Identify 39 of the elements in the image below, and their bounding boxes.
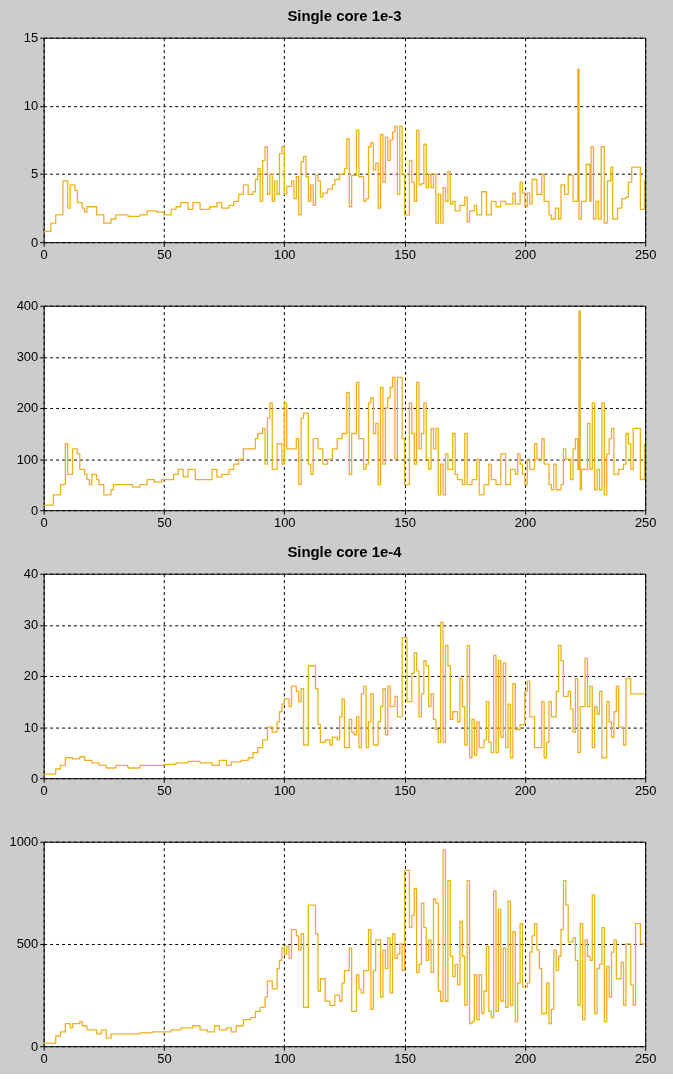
x-tick-label: 250 xyxy=(634,246,657,262)
y-tick-label: 10 xyxy=(23,719,39,735)
x-tick-label: 200 xyxy=(514,1050,537,1066)
x-tick-label: 250 xyxy=(634,782,657,798)
x-tick-label: 200 xyxy=(514,246,537,262)
y-tick-label: 0 xyxy=(31,1038,39,1054)
x-tick-label: 250 xyxy=(634,514,657,530)
y-tick-label: 400 xyxy=(16,298,39,314)
x-tick-label: 150 xyxy=(394,782,416,798)
x-tick-label: 150 xyxy=(394,1050,416,1066)
x-tick-label: 200 xyxy=(514,514,537,530)
x-tick-label: 50 xyxy=(157,514,172,530)
y-tick-label: 0 xyxy=(31,502,39,518)
x-tick-label: 100 xyxy=(274,782,296,798)
x-tick-label: 100 xyxy=(274,1050,296,1066)
x-tick-label: 50 xyxy=(157,246,172,262)
y-tick-label: 500 xyxy=(16,936,39,952)
x-tick-label: 250 xyxy=(634,1050,657,1066)
y-tick-label: 300 xyxy=(16,349,39,365)
x-tick-label: 150 xyxy=(394,514,416,530)
y-tick-label: 30 xyxy=(23,617,39,633)
y-tick-label: 40 xyxy=(23,566,39,582)
y-tick-label: 0 xyxy=(31,770,39,786)
y-tick-label: 15 xyxy=(23,30,39,46)
x-tick-label: 50 xyxy=(157,1050,172,1066)
y-tick-label: 0 xyxy=(31,234,39,250)
y-tick-label: 10 xyxy=(23,98,39,114)
y-tick-label: 200 xyxy=(16,400,39,416)
chart-title: Single core 1e-3 xyxy=(287,7,402,24)
chart-title: Single core 1e-4 xyxy=(287,543,403,560)
x-tick-label: 100 xyxy=(274,246,296,262)
x-tick-label: 150 xyxy=(394,246,416,262)
x-tick-label: 200 xyxy=(514,782,537,798)
y-tick-label: 100 xyxy=(16,451,39,467)
x-tick-label: 50 xyxy=(157,782,172,798)
y-tick-label: 5 xyxy=(31,166,39,182)
x-tick-label: 100 xyxy=(274,514,296,530)
y-tick-label: 1000 xyxy=(9,834,39,850)
y-tick-label: 20 xyxy=(23,668,39,684)
